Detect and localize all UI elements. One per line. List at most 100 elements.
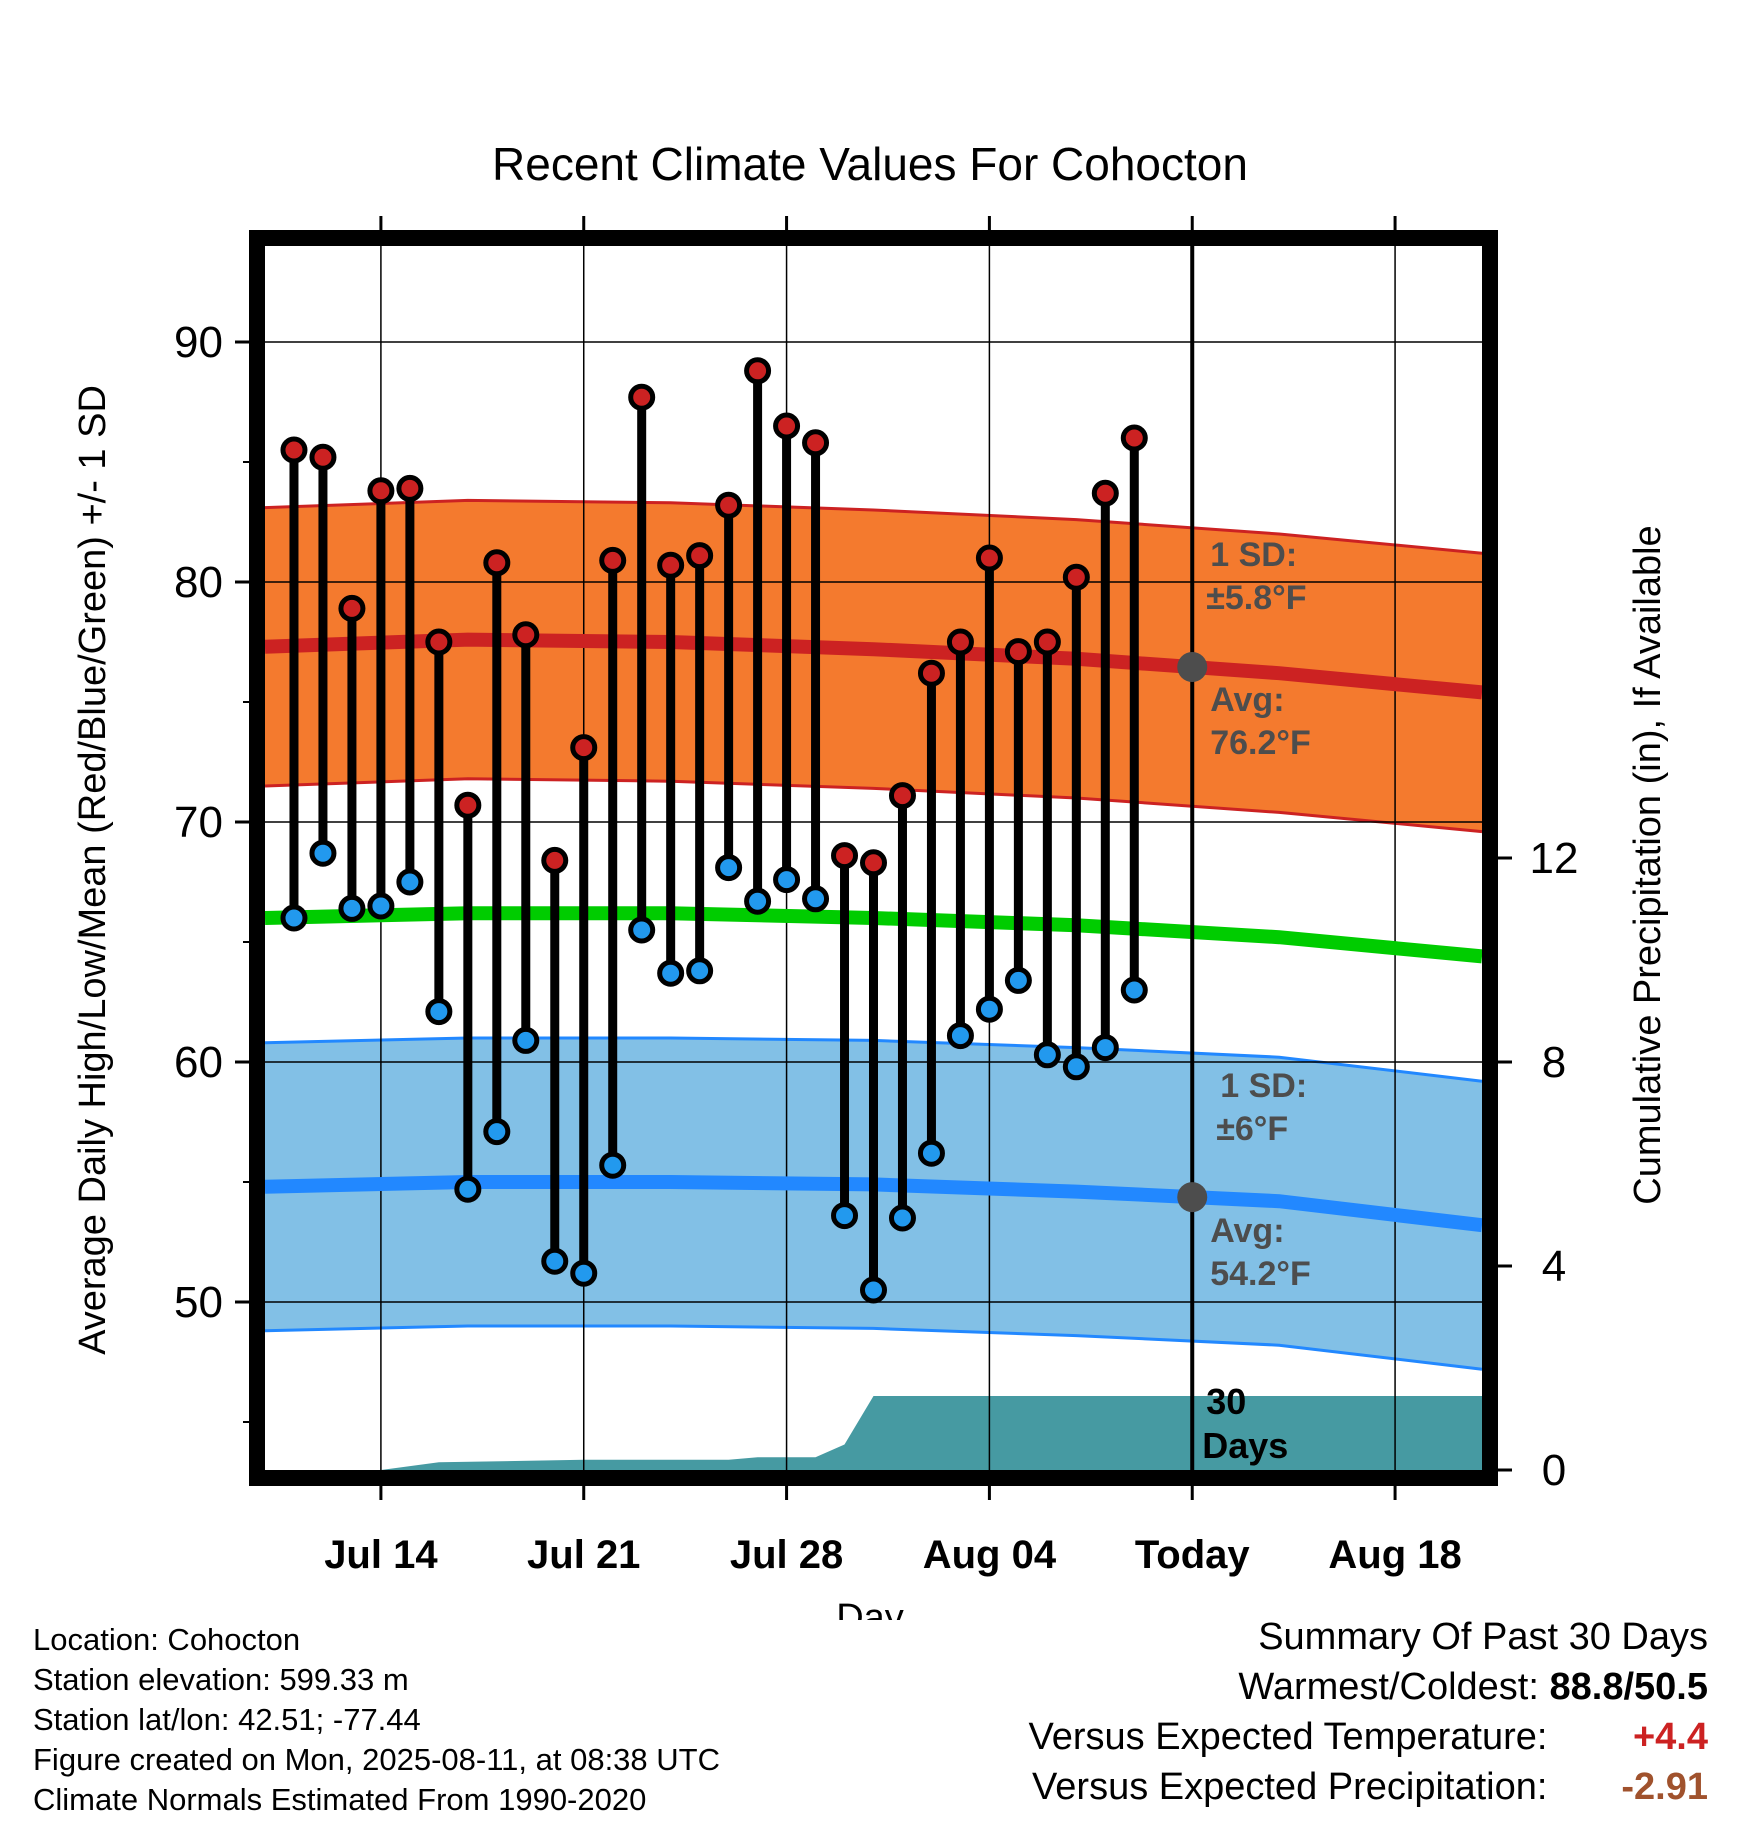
daily-low-point	[1091, 1034, 1119, 1062]
daily-low-point	[946, 1022, 974, 1050]
daily-low-point	[367, 892, 395, 920]
daily-low-point	[744, 887, 772, 915]
daily-high-point	[1033, 628, 1061, 656]
created-text: Figure created on Mon, 2025-08-11, at 08…	[33, 1742, 720, 1777]
y-tick-label: 60	[174, 1038, 223, 1087]
x-tick-label: Aug 18	[1328, 1533, 1461, 1577]
daily-high-point	[425, 628, 453, 656]
daily-low-point	[599, 1151, 627, 1179]
climate-chart: Recent Climate Values For Cohocton 1 SD:…	[72, 138, 1669, 1620]
y-tick-label: 90	[174, 318, 223, 367]
y-tick-label: 80	[174, 558, 223, 607]
high-sd-label: 1 SD:	[1210, 536, 1297, 574]
daily-high-point	[773, 412, 801, 440]
low-avg-label: Avg:	[1210, 1212, 1284, 1250]
low-sd-value: ±6°F	[1216, 1110, 1288, 1148]
summary-panel: Summary Of Past 30 Days Warmest/Coldest:…	[1029, 1612, 1708, 1812]
daily-high-point	[1091, 479, 1119, 507]
y-tick-label: 70	[174, 798, 223, 847]
daily-high-point	[715, 491, 743, 519]
daily-high-point	[309, 443, 337, 471]
daily-low-point	[715, 854, 743, 882]
daily-low-point	[860, 1276, 887, 1304]
location-text: Location: Cohocton	[33, 1622, 301, 1657]
daily-high-point	[657, 551, 685, 579]
high-avg-label: Avg:	[1210, 681, 1284, 719]
warmest-value: 88.8	[1549, 1666, 1624, 1708]
summary-temp-row: Versus Expected Temperature: +4.4	[1029, 1712, 1708, 1762]
daily-high-point	[483, 549, 511, 577]
latlon-text: Station lat/lon: 42.51; -77.44	[33, 1702, 421, 1737]
summary-precip-row: Versus Expected Precipitation: -2.91	[1029, 1762, 1708, 1812]
daily-low-point	[917, 1139, 945, 1167]
precip-deviation-label: Versus Expected Precipitation:	[1032, 1766, 1548, 1808]
daily-high-point	[512, 621, 540, 649]
y2-axis-title: Cumulative Precipitation (in), If Availa…	[1627, 525, 1669, 1204]
daily-low-point	[512, 1026, 540, 1054]
extremes-value: 88.8/50.5	[1550, 1662, 1709, 1712]
x-axis-title: Day	[836, 1597, 904, 1620]
window-label-number: 30	[1206, 1381, 1246, 1422]
x-tick-label: Jul 21	[527, 1533, 640, 1577]
precip-deviation-value: -2.91	[1621, 1766, 1708, 1808]
elevation-text: Station elevation: 599.33 m	[33, 1662, 409, 1697]
y-tick-label: 50	[174, 1278, 223, 1327]
plot-area: 1 SD: ±5.8°F Avg: 76.2°F 1 SD: ±6°F Avg: 54.2°F…	[264, 246, 1483, 1470]
daily-low-point	[773, 866, 801, 894]
daily-low-point	[802, 885, 830, 913]
daily-high-point	[1062, 563, 1090, 591]
daily-low-point	[1033, 1041, 1061, 1069]
daily-high-point	[917, 659, 945, 687]
daily-high-point	[686, 542, 714, 570]
summary-title: Summary Of Past 30 Days	[1258, 1616, 1708, 1658]
daily-high-point	[570, 734, 598, 762]
daily-high-point	[831, 842, 859, 870]
normal-high-line	[264, 632, 1483, 700]
today-low-avg-marker	[1177, 1182, 1208, 1213]
normals-text: Climate Normals Estimated From 1990-2020	[33, 1782, 647, 1817]
y2-tick-label: 12	[1530, 834, 1579, 883]
daily-low-point	[570, 1259, 598, 1287]
low-avg-value: 54.2°F	[1210, 1255, 1311, 1293]
daily-high-point	[599, 546, 627, 574]
daily-high-point	[744, 357, 772, 385]
x-tick-label: Today	[1135, 1533, 1251, 1577]
daily-high-point	[628, 383, 656, 411]
extremes-separator: /	[1623, 1666, 1635, 1708]
daily-low-point	[280, 904, 308, 932]
daily-low-point	[831, 1202, 859, 1230]
daily-low-point	[541, 1247, 569, 1275]
window-label-unit: Days	[1202, 1425, 1288, 1466]
precip-area	[265, 1396, 1482, 1470]
daily-low-point	[888, 1204, 916, 1232]
low-sd-label: 1 SD:	[1220, 1067, 1307, 1105]
high-sd-lower-line	[264, 777, 1483, 834]
daily-high-point	[888, 782, 916, 810]
temp-deviation-label: Versus Expected Temperature:	[1028, 1716, 1548, 1758]
daily-high-point	[396, 474, 424, 502]
daily-low-point	[1120, 976, 1148, 1004]
daily-high-point	[1120, 424, 1148, 452]
daily-high-point	[802, 429, 830, 457]
daily-low-point	[309, 839, 337, 867]
y2-tick-label: 8	[1542, 1038, 1566, 1087]
daily-high-point	[338, 594, 366, 622]
daily-low-point	[1062, 1053, 1090, 1081]
daily-high-point	[1004, 638, 1032, 666]
extremes-label: Warmest/Coldest:	[1238, 1666, 1539, 1708]
low-sd-lower-line	[264, 1324, 1483, 1371]
daily-low-point	[975, 995, 1003, 1023]
daily-high-point	[860, 849, 887, 877]
x-tick-label: Aug 04	[923, 1533, 1057, 1577]
station-info: Location: Cohocton Station elevation: 59…	[33, 1620, 720, 1820]
today-high-avg-marker	[1177, 652, 1208, 683]
temp-deviation-value: +4.4	[1632, 1716, 1708, 1758]
daily-high-point	[541, 846, 569, 874]
high-sd-value: ±5.8°F	[1206, 579, 1306, 617]
axes: 90 80 70 60 50 12 8 4 0 Jul 14 Jul 21 Jul 28 Aug 04 T…	[174, 216, 1578, 1577]
daily-low-point	[483, 1118, 511, 1146]
daily-low-point	[1004, 966, 1032, 994]
y2-tick-label: 0	[1542, 1446, 1566, 1495]
summary-extremes-row: Warmest/Coldest: 88.8/50.5	[1029, 1662, 1708, 1712]
high-sd-band	[265, 500, 1482, 832]
